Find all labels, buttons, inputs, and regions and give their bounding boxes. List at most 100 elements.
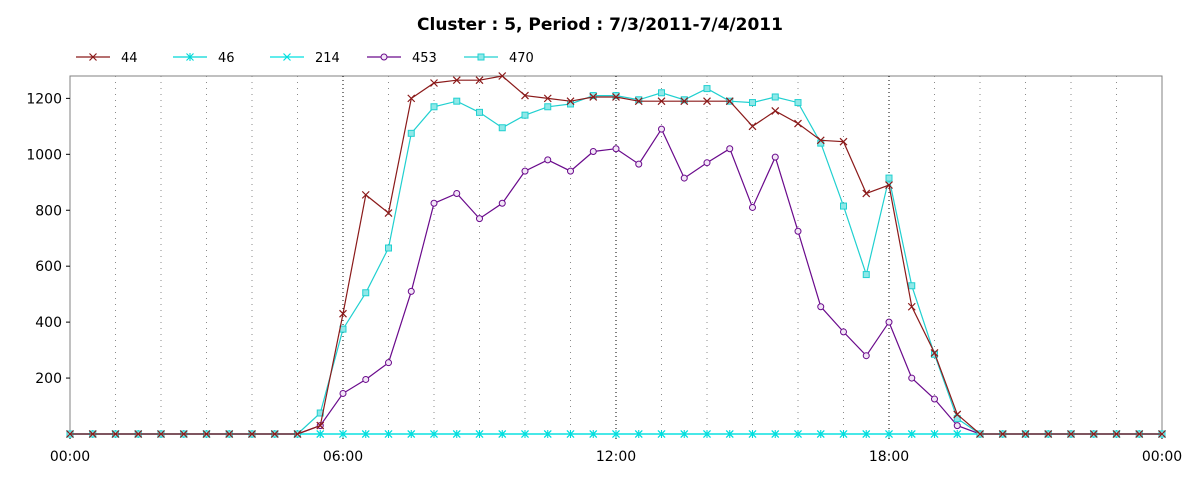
legend-item-46: 46	[173, 51, 235, 66]
legend-marker	[477, 53, 485, 61]
data-point	[703, 159, 711, 167]
data-point	[703, 85, 711, 93]
legend-item-453: 453	[367, 51, 437, 66]
data-point	[725, 97, 734, 106]
data-point	[794, 227, 802, 235]
axes: 00:00 06:00 12:00 18:00 00:00 200 400 600 800 100…	[26, 91, 1182, 465]
data-point	[998, 430, 1007, 438]
data-point	[885, 174, 893, 182]
data-point	[1135, 430, 1144, 438]
data-point	[430, 430, 438, 438]
data-point	[794, 99, 802, 107]
data-point	[634, 97, 643, 106]
legend-item-470: 470	[464, 51, 534, 66]
data-point	[953, 410, 962, 419]
data-point	[885, 430, 893, 438]
legend-label: 214	[315, 51, 340, 66]
data-point	[1021, 430, 1030, 438]
data-point	[225, 430, 234, 438]
x-tick-label: 18:00	[869, 449, 909, 465]
data-point	[680, 96, 688, 104]
data-point	[566, 97, 575, 106]
data-point	[862, 352, 870, 360]
data-point	[794, 430, 802, 438]
x-tick-label: 06:00	[323, 449, 363, 465]
data-point	[498, 72, 507, 80]
legend-label: 44	[121, 51, 138, 66]
legend-item-214: 214	[270, 51, 340, 66]
data-point	[316, 421, 325, 430]
series-group	[66, 72, 1166, 438]
plot-area	[69, 75, 1163, 435]
legend-label: 46	[218, 51, 235, 66]
data-point	[543, 430, 552, 438]
legend-marker	[380, 53, 388, 61]
data-point	[157, 430, 165, 438]
data-point	[407, 129, 415, 137]
data-point	[361, 430, 370, 438]
data-point	[703, 97, 711, 106]
data-point	[817, 303, 825, 311]
data-point	[589, 430, 598, 438]
data-point	[908, 374, 916, 382]
data-point	[771, 107, 780, 115]
data-point	[498, 124, 506, 132]
data-point	[589, 93, 598, 101]
data-point	[362, 375, 370, 383]
data-point	[816, 430, 825, 438]
data-point	[475, 430, 484, 438]
data-point	[566, 430, 575, 438]
legend-label: 453	[412, 51, 437, 66]
data-point	[339, 430, 347, 438]
data-point	[612, 93, 620, 101]
data-point	[270, 430, 279, 438]
data-point	[453, 189, 461, 197]
data-point	[88, 430, 97, 438]
data-point	[907, 430, 916, 438]
data-point	[680, 174, 688, 182]
data-point	[680, 97, 689, 106]
y-tick-label: 1000	[26, 147, 62, 163]
data-point	[544, 156, 552, 164]
data-point	[635, 160, 643, 168]
data-point	[840, 202, 847, 210]
data-point	[840, 328, 847, 336]
data-point	[953, 422, 961, 430]
data-point	[430, 103, 438, 111]
data-point	[612, 145, 620, 153]
chart-title: Cluster : 5, Period : 7/3/2011-7/4/2011	[417, 15, 783, 35]
data-point	[771, 93, 779, 101]
x-tick-label: 00:00	[1142, 449, 1182, 465]
data-point	[680, 430, 689, 438]
data-point	[862, 271, 870, 279]
y-tick-label: 200	[35, 371, 62, 387]
data-point	[407, 94, 416, 103]
series-44	[66, 72, 1166, 438]
data-point	[771, 153, 779, 161]
legend-marker	[186, 53, 194, 61]
data-point	[179, 430, 188, 438]
data-point	[748, 430, 757, 438]
data-point	[953, 415, 961, 423]
data-point	[476, 215, 483, 223]
data-point	[385, 244, 392, 252]
data-point	[1067, 430, 1075, 438]
data-point	[657, 430, 666, 438]
data-point	[293, 430, 302, 438]
data-point	[521, 91, 529, 100]
data-point	[862, 430, 871, 438]
data-point	[498, 430, 507, 438]
data-point	[885, 181, 893, 190]
legend-label: 470	[509, 51, 534, 66]
data-point	[1044, 430, 1053, 438]
y-tick-label: 1200	[26, 91, 62, 107]
data-point	[385, 359, 392, 367]
data-point	[407, 287, 415, 295]
data-point	[612, 430, 620, 438]
data-point	[1158, 430, 1166, 438]
legend: 44 46 214 453 470	[76, 51, 534, 66]
data-point	[339, 389, 347, 397]
data-point	[816, 136, 825, 145]
data-point	[498, 199, 506, 207]
data-point	[749, 203, 756, 211]
